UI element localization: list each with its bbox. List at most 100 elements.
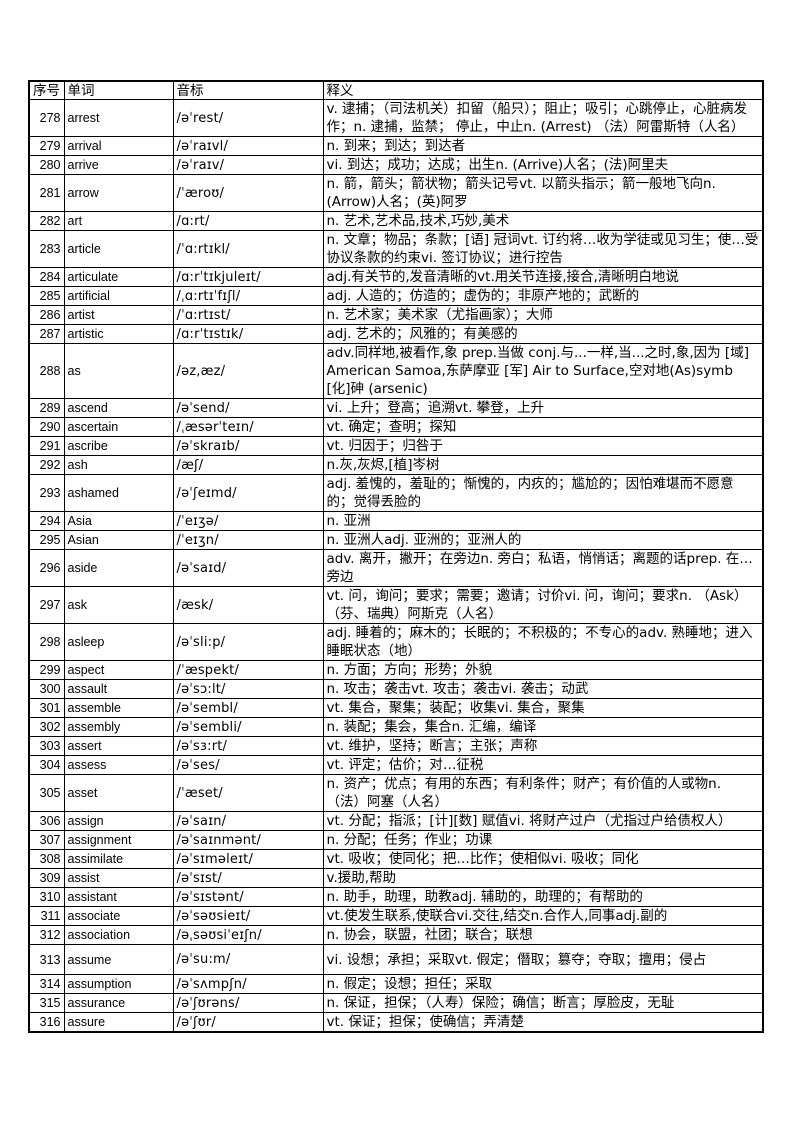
table-row: 316 assure/əˈʃʊr/vt. 保证；担保；使确信；弄清楚	[28, 1012, 764, 1033]
phonetic-cell: /ɑ:rˈtɪkjuleɪt/	[172, 267, 324, 287]
word-cell: ask	[63, 586, 174, 624]
phonetic-cell: /əˈʃeɪmd/	[172, 474, 324, 512]
row-number: 290	[28, 417, 65, 437]
table-row: 313 assume/əˈsu:m/vi. 设想；承担；采取vt. 假定；僭取；篡…	[28, 944, 764, 975]
phonetic-cell: /əˈsaɪd/	[172, 549, 324, 587]
phonetic-cell: /æsk/	[172, 586, 324, 624]
row-number: 306	[28, 811, 65, 831]
row-number: 283	[28, 230, 65, 268]
phonetic-cell: /ɑ:rˈtɪstɪk/	[172, 324, 324, 344]
definition-cell: n. 文章；物品；条款；[语] 冠词vt. 订约将…收为学徒或见习生；使…受协议…	[322, 230, 764, 268]
row-number: 287	[28, 324, 65, 344]
definition-cell: n. 艺术,艺术品,技术,巧妙,美术	[322, 211, 764, 231]
row-number: 279	[28, 136, 65, 156]
row-number: 280	[28, 155, 65, 175]
phonetic-cell: /əˈrest/	[172, 99, 324, 137]
phonetic-cell: /ˈæroʊ/	[172, 174, 324, 212]
definition-cell: adv. 离开，撇开；在旁边n. 旁白；私语，悄悄话；离题的话prep. 在…旁…	[322, 549, 764, 587]
definition-cell: adj.有关节的,发音清晰的vt.用关节连接,接合,清晰明白地说	[322, 267, 764, 287]
word-cell: assume	[63, 944, 174, 975]
definition-cell: n. 助手，助理，助教adj. 辅助的，助理的；有帮助的	[322, 887, 764, 907]
word-cell: articulate	[63, 267, 174, 287]
row-number: 285	[28, 286, 65, 306]
definition-cell: vt. 集合，聚集；装配；收集vi. 集合，聚集	[322, 698, 764, 718]
definition-cell: adj. 睡着的；麻木的；长眠的；不积极的；不专心的adv. 熟睡地；进入睡眠状…	[322, 623, 764, 661]
row-number: 315	[28, 993, 65, 1013]
table-row: 299 aspect/ˈæspekt/n. 方面；方向；形势；外貌	[28, 660, 764, 680]
definition-cell: n.灰,灰烬,[植]岑树	[322, 455, 764, 475]
definition-cell: vt. 问，询问；要求；需要；邀请；讨价vi. 问，询问；要求n. （Ask）（…	[322, 586, 764, 624]
row-number: 297	[28, 586, 65, 624]
row-number: 286	[28, 305, 65, 325]
word-cell: assign	[63, 811, 174, 831]
definition-cell: n. 到来；到达；到达者	[322, 136, 764, 156]
phonetic-cell: /əˈses/	[172, 755, 324, 775]
row-number: 302	[28, 717, 65, 737]
word-cell: arrow	[63, 174, 174, 212]
phonetic-cell: /əˈsembli/	[172, 717, 324, 737]
row-number: 312	[28, 925, 65, 945]
word-cell: assert	[63, 736, 174, 756]
word-cell: arrival	[63, 136, 174, 156]
definition-cell: vi. 设想；承担；采取vt. 假定；僭取；篡夺；夺取；擅用；侵占	[322, 944, 764, 975]
word-cell: assembly	[63, 717, 174, 737]
word-cell: aside	[63, 549, 174, 587]
table-row: 296 aside/əˈsaɪd/adv. 离开，撇开；在旁边n. 旁白；私语，悄…	[28, 549, 764, 587]
row-number: 309	[28, 868, 65, 888]
definition-cell: n. 箭，箭头；箭状物；箭头记号vt. 以箭头指示；箭一般地飞向n. (Arro…	[322, 174, 764, 212]
word-cell: assimilate	[63, 849, 174, 869]
table-row: 298 asleep/əˈsli:p/adj. 睡着的；麻木的；长眠的；不积极的；…	[28, 623, 764, 661]
phonetic-cell: /ˌæsərˈteɪn/	[172, 417, 324, 437]
table-row: 284 articulate/ɑ:rˈtɪkjuleɪt/adj.有关节的,发音清…	[28, 267, 764, 287]
word-cell: assemble	[63, 698, 174, 718]
row-number: 296	[28, 549, 65, 587]
definition-cell: n. 装配；集会，集合n. 汇编，编译	[322, 717, 764, 737]
word-cell: assistant	[63, 887, 174, 907]
phonetic-cell: /əˈsɜ:rt/	[172, 736, 324, 756]
row-number: 300	[28, 679, 65, 699]
phonetic-cell: /əˈsaɪnmənt/	[172, 830, 324, 850]
row-number: 288	[28, 343, 65, 399]
table-row: 301 assemble/əˈsembl/vt. 集合，聚集；装配；收集vi. 集…	[28, 698, 764, 718]
definition-cell: n. 分配；任务；作业；功课	[322, 830, 764, 850]
phonetic-cell: /əˈsəʊsieɪt/	[172, 906, 324, 926]
definition-cell: v.援助,帮助	[322, 868, 764, 888]
row-number: 299	[28, 660, 65, 680]
table-row: 302 assembly/əˈsembli/n. 装配；集会，集合n. 汇编，编译	[28, 717, 764, 737]
row-number: 292	[28, 455, 65, 475]
phonetic-cell: /ˈæset/	[172, 774, 324, 812]
phonetic-cell: /əˈraɪvl/	[172, 136, 324, 156]
word-cell: article	[63, 230, 174, 268]
definition-cell: vt. 评定；估价；对…征税	[322, 755, 764, 775]
row-number: 281	[28, 174, 65, 212]
vocab-table-body: 278 arrest/əˈrest/v. 逮捕；（司法机关）扣留（船只）；阻止；吸…	[28, 99, 764, 1033]
word-cell: assess	[63, 755, 174, 775]
definition-cell: adj. 艺术的；风雅的；有美感的	[322, 324, 764, 344]
definition-cell: n. 资产；优点；有用的东西；有利条件；财产；有价值的人或物n. （法）阿塞（人…	[322, 774, 764, 812]
table-row: 308 assimilate/əˈsɪməleɪt/vt. 吸收；使同化；把…比作…	[28, 849, 764, 869]
table-row: 289 ascend/əˈsend/vi. 上升；登高；追溯vt. 攀登，上升	[28, 398, 764, 418]
definition-cell: n. 亚洲人adj. 亚洲的；亚洲人的	[322, 530, 764, 550]
table-row: 297 ask/æsk/vt. 问，询问；要求；需要；邀请；讨价vi. 问，询问；…	[28, 586, 764, 624]
row-number: 308	[28, 849, 65, 869]
word-cell: assignment	[63, 830, 174, 850]
definition-cell: vt. 吸收；使同化；把…比作；使相似vi. 吸收；同化	[322, 849, 764, 869]
table-row: 288 as/əz,æz/adv.同样地,被看作,象 prep.当做 conj.与…	[28, 343, 764, 399]
phonetic-cell: /əˈsɔ:lt/	[172, 679, 324, 699]
word-cell: assure	[63, 1012, 174, 1033]
table-row: 295 Asian/ˈeɪʒn/n. 亚洲人adj. 亚洲的；亚洲人的	[28, 530, 764, 550]
header-definition: 释义	[322, 80, 764, 100]
table-row: 285 artificial/ˌɑ:rtɪˈfɪʃl/adj. 人造的；仿造的；虚…	[28, 286, 764, 306]
phonetic-cell: /əz,æz/	[172, 343, 324, 399]
definition-cell: vt. 归因于；归咎于	[322, 436, 764, 456]
definition-cell: v. 逮捕；（司法机关）扣留（船只）；阻止；吸引；心跳停止，心脏病发作；n. 逮…	[322, 99, 764, 137]
word-cell: arrest	[63, 99, 174, 137]
table-row: 310 assistant/əˈsɪstənt/n. 助手，助理，助教adj. 辅…	[28, 887, 764, 907]
row-number: 284	[28, 267, 65, 287]
row-number: 295	[28, 530, 65, 550]
table-row: 279 arrival/əˈraɪvl/n. 到来；到达；到达者	[28, 136, 764, 156]
table-row: 287 artistic/ɑ:rˈtɪstɪk/adj. 艺术的；风雅的；有美感的	[28, 324, 764, 344]
definition-cell: vt. 分配；指派；[计][数] 赋值vi. 将财产过户（尤指过户给债权人）	[322, 811, 764, 831]
table-row: 291 ascribe/əˈskraɪb/vt. 归因于；归咎于	[28, 436, 764, 456]
table-row: 315 assurance/əˈʃʊrəns/n. 保证，担保；（人寿）保险；确信…	[28, 993, 764, 1013]
